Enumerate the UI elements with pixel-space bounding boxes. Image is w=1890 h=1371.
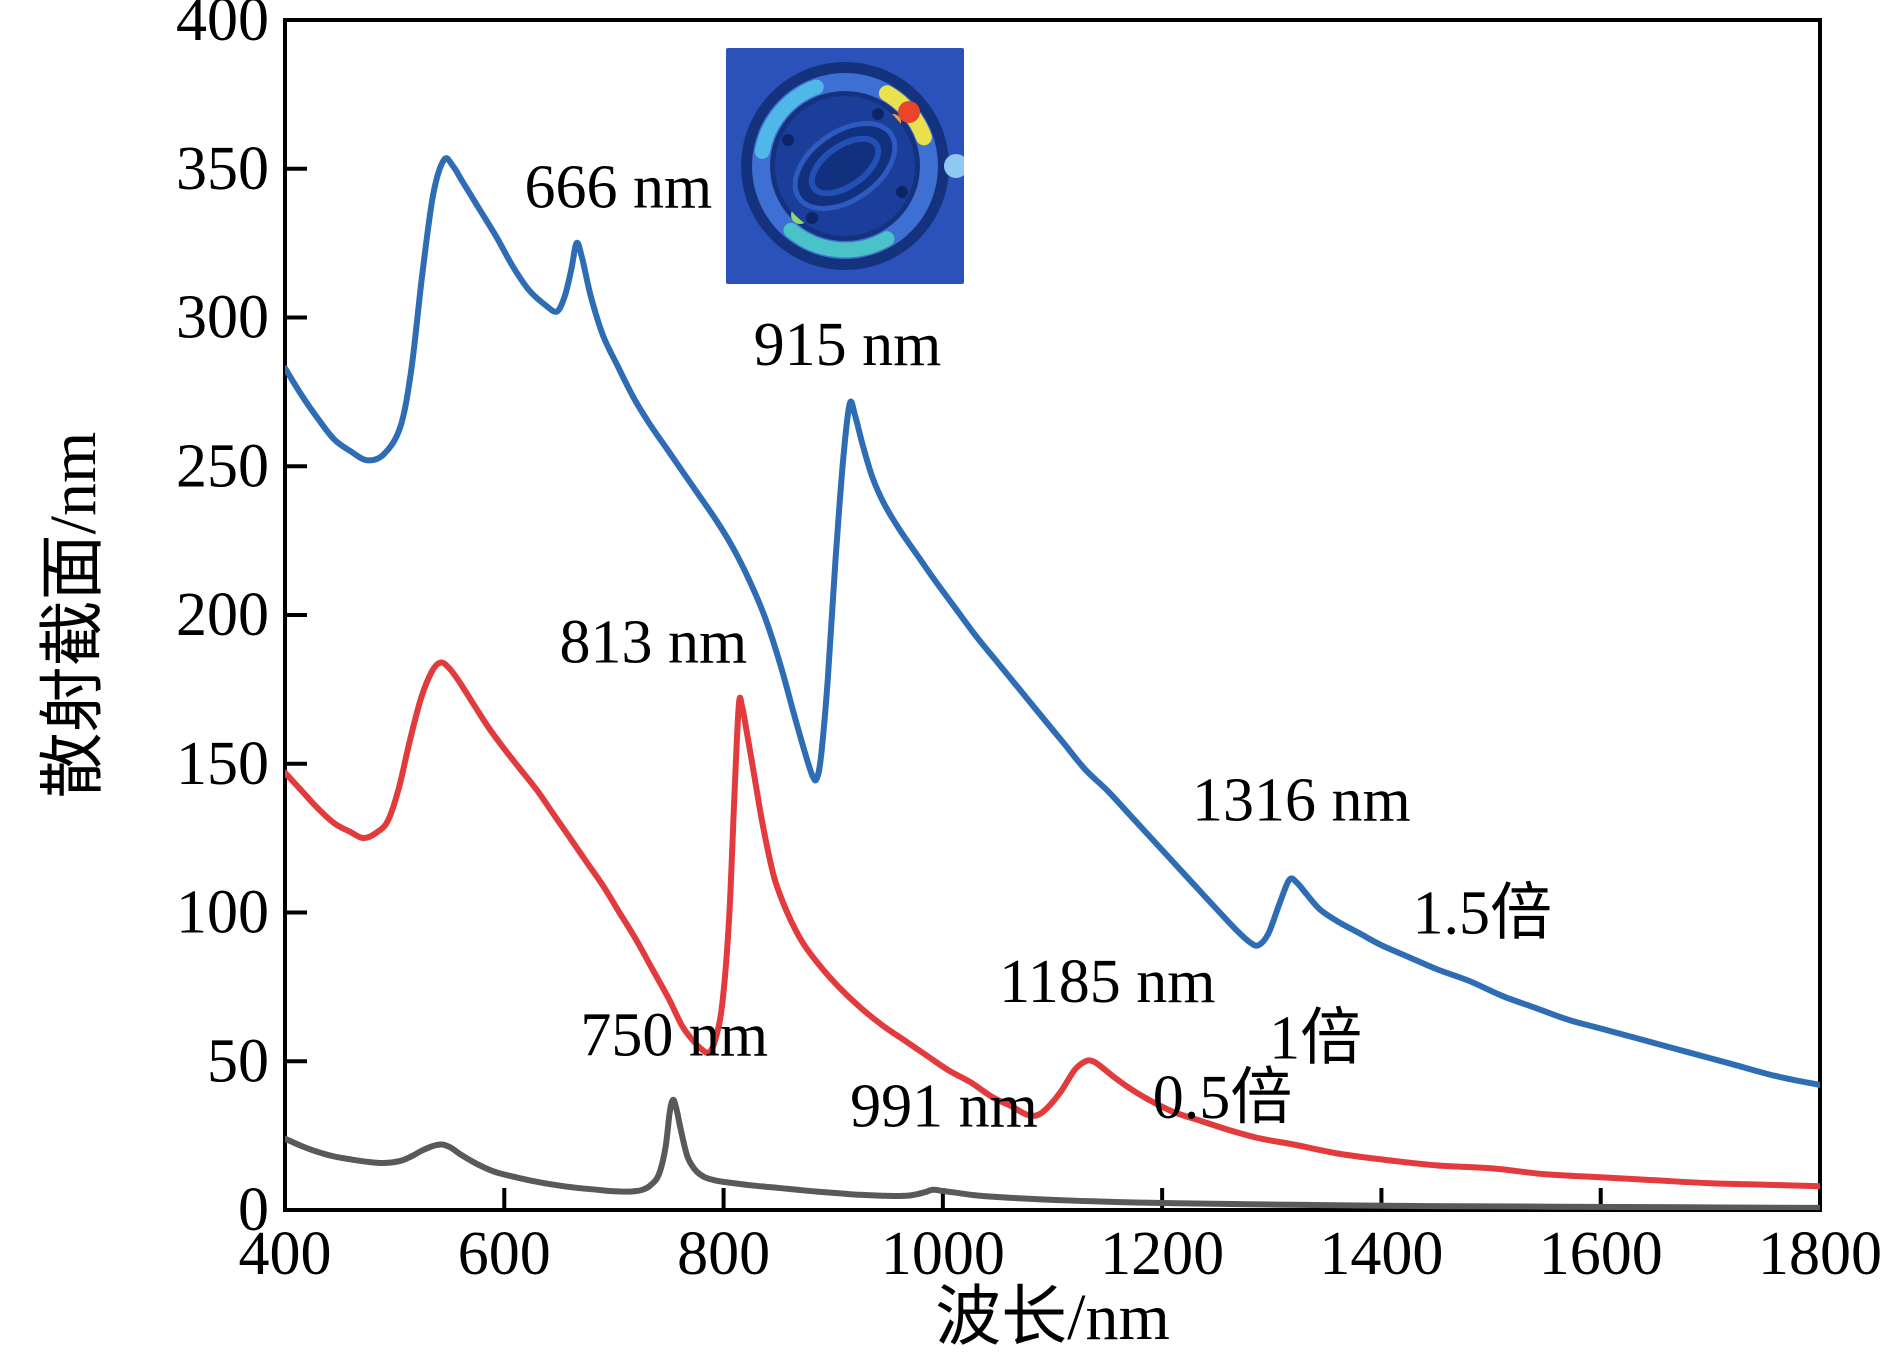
x-tick-label: 1000 <box>881 1220 1005 1288</box>
series-label: 0.5倍 <box>1153 1064 1293 1132</box>
peak-annotation: 1316 nm <box>1192 766 1411 834</box>
inset-dark-node <box>896 186 908 198</box>
x-tick-label: 1600 <box>1539 1220 1663 1288</box>
axis-ticks: 400 600 800 1000 1200 1400 1600 1800 0 50 100 150 20… <box>176 0 1882 1288</box>
inset-hotspot-red <box>898 101 920 123</box>
inset-dark-node <box>782 134 794 146</box>
y-tick-label: 50 <box>207 1027 269 1095</box>
x-tick-label: 1800 <box>1758 1220 1882 1288</box>
peak-annotation: 991 nm <box>850 1073 1038 1141</box>
series-label: 1倍 <box>1269 1004 1362 1072</box>
peak-annotation: 915 nm <box>754 311 942 379</box>
annotations: 666 nm 915 nm 813 nm 1316 nm 1185 nm 750 nm 99… <box>524 153 1552 1140</box>
x-tick-label: 600 <box>458 1220 551 1288</box>
y-tick-label: 250 <box>176 432 269 500</box>
plot-frame <box>283 18 1822 1212</box>
peak-annotation: 813 nm <box>560 609 748 677</box>
inset-cool-arc-2 <box>783 222 895 258</box>
inset-cool-arc-1 <box>754 79 824 159</box>
series-label: 1.5倍 <box>1413 879 1553 947</box>
peak-annotation: 1185 nm <box>999 948 1215 1016</box>
y-tick-label: 100 <box>176 879 269 947</box>
y-tick-label: 300 <box>176 284 269 352</box>
x-tick-label: 400 <box>239 1220 332 1288</box>
y-tick-label: 350 <box>176 135 269 203</box>
field-distribution-inset <box>726 48 964 284</box>
inset-dark-node <box>806 212 818 224</box>
inset-edge-blob <box>944 154 964 178</box>
x-tick-label: 1200 <box>1100 1220 1224 1288</box>
inset-core-swirl <box>808 135 882 197</box>
peak-annotation: 750 nm <box>580 1001 768 1069</box>
x-tick-label: 1400 <box>1319 1220 1443 1288</box>
curve-1.5倍 <box>285 155 1820 1088</box>
inset-core-ellipse <box>792 120 898 212</box>
curves <box>285 155 1820 1210</box>
y-tick-label: 150 <box>176 730 269 798</box>
inset-dark-node <box>872 108 884 120</box>
y-tick-label: 0 <box>238 1176 269 1244</box>
curve-1倍 <box>285 659 1820 1190</box>
peak-annotation: 666 nm <box>524 153 712 221</box>
y-axis-title: 散射截面/nm <box>37 432 110 799</box>
x-tick-label: 800 <box>677 1220 770 1288</box>
y-tick-label: 400 <box>176 0 269 54</box>
x-axis-title: 波长/nm <box>935 1281 1170 1354</box>
y-tick-label: 200 <box>176 581 269 649</box>
curve-0.5倍 <box>285 1096 1820 1210</box>
